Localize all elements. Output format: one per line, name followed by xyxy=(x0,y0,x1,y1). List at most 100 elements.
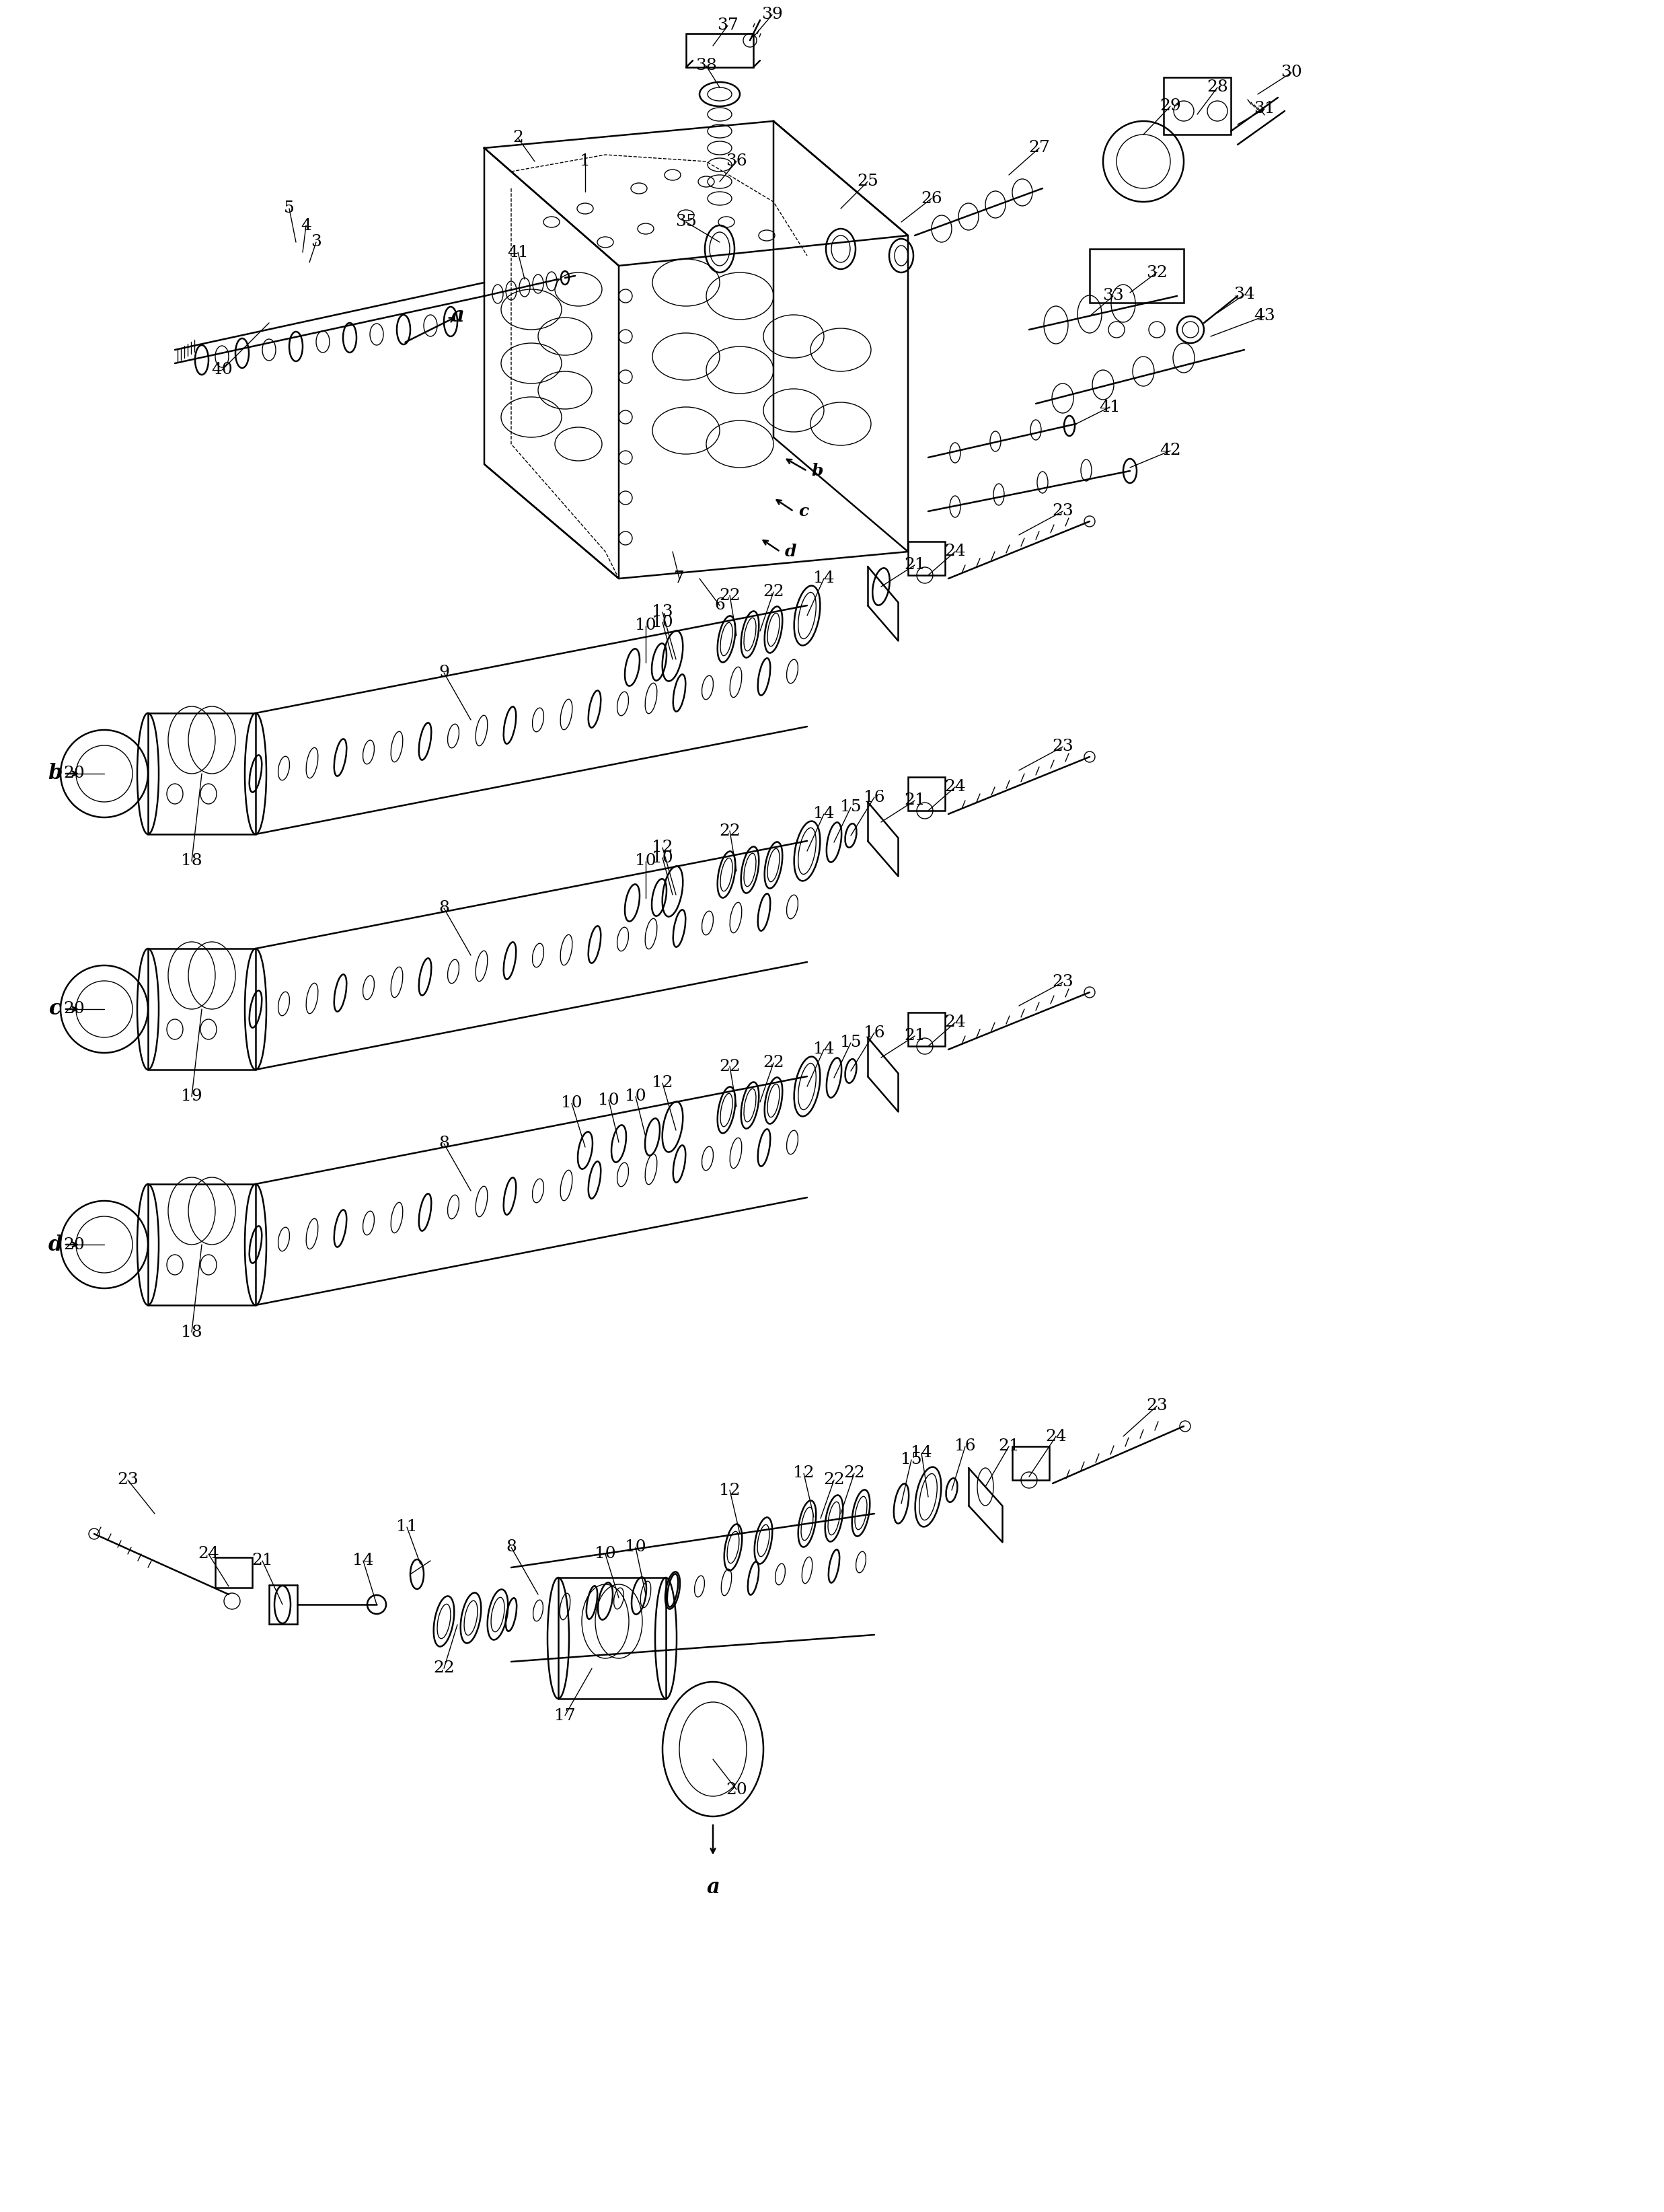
Text: c: c xyxy=(799,502,809,520)
Text: 30: 30 xyxy=(1281,64,1301,80)
Text: 10: 10 xyxy=(626,1088,646,1104)
Text: 8: 8 xyxy=(439,1137,449,1152)
Text: 16: 16 xyxy=(864,1024,885,1040)
Text: 41: 41 xyxy=(508,246,529,261)
Text: 21: 21 xyxy=(904,792,925,807)
Text: b: b xyxy=(48,763,62,783)
Text: 4: 4 xyxy=(301,217,311,232)
Text: 41: 41 xyxy=(1100,400,1120,416)
Text: 15: 15 xyxy=(840,799,862,814)
Bar xyxy=(215,1557,253,1588)
Bar xyxy=(686,33,754,66)
Text: 23: 23 xyxy=(116,1473,138,1489)
Text: 42: 42 xyxy=(1160,442,1181,458)
Text: 21: 21 xyxy=(251,1553,273,1568)
Text: 1: 1 xyxy=(579,153,591,168)
Text: 2: 2 xyxy=(513,131,522,146)
Text: 24: 24 xyxy=(945,544,965,560)
Bar xyxy=(1163,77,1231,135)
Text: 24: 24 xyxy=(198,1546,220,1562)
Text: 14: 14 xyxy=(910,1444,932,1460)
Text: 22: 22 xyxy=(824,1473,845,1489)
Text: 13: 13 xyxy=(652,604,674,619)
Text: 28: 28 xyxy=(1206,80,1228,95)
Text: 12: 12 xyxy=(652,1075,674,1091)
Bar xyxy=(1012,1447,1050,1480)
Text: 12: 12 xyxy=(652,841,674,856)
Bar xyxy=(148,712,256,834)
Text: 16: 16 xyxy=(864,790,885,805)
Text: 23: 23 xyxy=(1052,975,1073,991)
Text: 15: 15 xyxy=(840,1035,862,1051)
Text: 3: 3 xyxy=(311,234,321,250)
Text: 10: 10 xyxy=(636,854,656,869)
Text: 5: 5 xyxy=(285,201,295,217)
Text: d: d xyxy=(48,1234,62,1254)
Text: 24: 24 xyxy=(945,779,965,794)
Text: 33: 33 xyxy=(1103,288,1123,303)
Text: a: a xyxy=(706,1876,719,1898)
Bar xyxy=(909,1013,945,1046)
Text: 25: 25 xyxy=(857,175,879,190)
Text: 23: 23 xyxy=(1052,739,1073,754)
Bar xyxy=(557,1577,666,1699)
Text: 23: 23 xyxy=(1146,1398,1168,1413)
Text: 22: 22 xyxy=(719,1060,740,1075)
Text: 17: 17 xyxy=(554,1708,576,1723)
Text: 40: 40 xyxy=(211,363,233,378)
Text: 27: 27 xyxy=(1028,139,1050,155)
Text: 22: 22 xyxy=(762,584,784,599)
Text: 21: 21 xyxy=(904,557,925,573)
Text: 9: 9 xyxy=(439,666,449,681)
Text: c: c xyxy=(48,998,62,1020)
Text: 29: 29 xyxy=(1160,100,1181,115)
Text: 20: 20 xyxy=(63,1237,85,1252)
Text: 8: 8 xyxy=(506,1540,516,1555)
Bar xyxy=(148,1183,256,1305)
Text: 24: 24 xyxy=(1045,1429,1067,1444)
Text: 39: 39 xyxy=(762,7,782,22)
Text: 11: 11 xyxy=(396,1520,418,1535)
Text: 10: 10 xyxy=(594,1546,616,1562)
Bar xyxy=(148,949,256,1071)
Text: 12: 12 xyxy=(794,1467,814,1482)
Text: 24: 24 xyxy=(945,1015,965,1031)
Text: 10: 10 xyxy=(561,1095,582,1110)
Text: 22: 22 xyxy=(844,1467,865,1482)
Text: 19: 19 xyxy=(181,1088,203,1104)
Text: 10: 10 xyxy=(597,1093,619,1108)
Text: 22: 22 xyxy=(719,823,740,838)
Text: 14: 14 xyxy=(814,1042,835,1057)
Text: 14: 14 xyxy=(353,1553,374,1568)
Text: 22: 22 xyxy=(762,1055,784,1071)
Text: 32: 32 xyxy=(1146,265,1168,281)
Text: 7: 7 xyxy=(674,571,684,586)
Text: 10: 10 xyxy=(652,615,674,630)
Text: 10: 10 xyxy=(652,849,674,865)
Bar xyxy=(1090,250,1183,303)
Text: 36: 36 xyxy=(726,153,747,168)
Text: 23: 23 xyxy=(1052,504,1073,520)
Bar xyxy=(909,776,945,810)
Text: 34: 34 xyxy=(1233,288,1255,303)
Text: 6: 6 xyxy=(714,597,726,613)
Text: 31: 31 xyxy=(1255,102,1275,117)
Text: 15: 15 xyxy=(900,1451,922,1467)
Text: b: b xyxy=(812,462,824,480)
Text: 14: 14 xyxy=(814,571,835,586)
Text: 35: 35 xyxy=(676,215,697,230)
Text: 37: 37 xyxy=(717,18,739,33)
Text: 26: 26 xyxy=(920,190,942,206)
Text: 22: 22 xyxy=(433,1661,454,1677)
Text: 16: 16 xyxy=(955,1438,975,1453)
Bar xyxy=(909,542,945,575)
Text: 20: 20 xyxy=(63,765,85,781)
Text: 10: 10 xyxy=(626,1540,646,1555)
Text: 43: 43 xyxy=(1253,307,1275,323)
Text: 10: 10 xyxy=(636,617,656,633)
Text: 21: 21 xyxy=(998,1438,1020,1453)
Text: d: d xyxy=(784,544,795,560)
Text: 22: 22 xyxy=(719,588,740,604)
Text: 20: 20 xyxy=(726,1783,747,1796)
Text: 20: 20 xyxy=(63,1002,85,1018)
